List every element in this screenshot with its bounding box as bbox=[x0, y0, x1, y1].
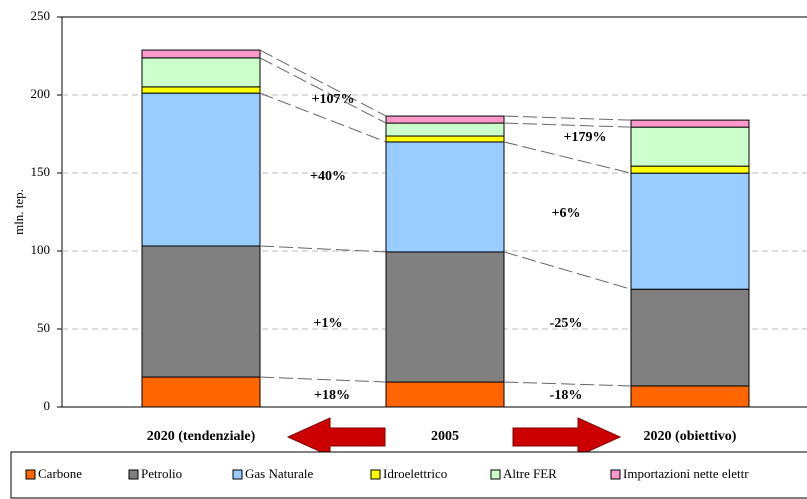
bar-segment bbox=[385, 251, 505, 383]
bar-segment bbox=[630, 126, 750, 167]
bar-segment bbox=[385, 381, 505, 408]
annotation: +18% bbox=[314, 388, 350, 403]
bar-segment bbox=[385, 135, 505, 143]
x-tick-label: 2020 (tendenziale) bbox=[147, 429, 256, 444]
legend-swatch bbox=[232, 469, 243, 480]
connector bbox=[259, 92, 387, 143]
y-axis-label: mln. tep. bbox=[11, 189, 26, 235]
connector bbox=[503, 381, 632, 387]
y-tick-label: 50 bbox=[37, 320, 50, 335]
bar-segment bbox=[141, 57, 261, 88]
bar-segment bbox=[630, 119, 750, 128]
legend-label: Importazioni nette elettr bbox=[623, 466, 749, 481]
legend-label: Altre FER bbox=[503, 466, 557, 481]
connector bbox=[503, 251, 632, 290]
legend-label: Carbone bbox=[38, 466, 82, 481]
bar-segment bbox=[141, 376, 261, 408]
arrow-right bbox=[512, 417, 622, 457]
annotation: +40% bbox=[310, 169, 346, 184]
bar-segment bbox=[141, 92, 261, 247]
bar-segment bbox=[630, 172, 750, 290]
x-tick-label: 2020 (obiettivo) bbox=[644, 429, 737, 444]
connector bbox=[259, 376, 387, 383]
legend-swatch bbox=[25, 469, 36, 480]
legend-label: Petrolio bbox=[141, 466, 182, 481]
bar-segment bbox=[630, 385, 750, 408]
bar-segment bbox=[385, 141, 505, 253]
connector bbox=[259, 245, 387, 253]
legend-label: Idroelettrico bbox=[383, 466, 447, 481]
annotation: +1% bbox=[314, 316, 343, 331]
legend-swatch bbox=[370, 469, 381, 480]
annotation: +107% bbox=[312, 92, 355, 107]
x-tick-label: 2005 bbox=[431, 429, 459, 444]
connector bbox=[503, 141, 632, 174]
legend-swatch bbox=[610, 469, 621, 480]
connector bbox=[259, 57, 387, 124]
y-tick-label: 100 bbox=[31, 242, 51, 257]
connector bbox=[259, 49, 387, 117]
annotation: -18% bbox=[550, 388, 583, 403]
y-tick-label: 250 bbox=[31, 8, 51, 23]
bar-segment bbox=[385, 122, 505, 137]
y-tick-label: 200 bbox=[31, 86, 51, 101]
connector bbox=[503, 115, 632, 121]
legend-swatch bbox=[490, 469, 501, 480]
y-tick-label: 0 bbox=[44, 398, 51, 413]
legend bbox=[10, 451, 807, 499]
bar-segment bbox=[630, 288, 750, 387]
legend-swatch bbox=[128, 469, 139, 480]
bar-segment bbox=[630, 165, 750, 174]
arrow-left bbox=[286, 417, 386, 457]
bar-segment bbox=[141, 86, 261, 94]
bar-segment bbox=[141, 245, 261, 378]
annotation: +6% bbox=[552, 206, 581, 221]
annotation: -25% bbox=[550, 316, 583, 331]
legend-label: Gas Naturale bbox=[245, 466, 313, 481]
bar-segment bbox=[141, 49, 261, 59]
y-tick-label: 150 bbox=[31, 164, 51, 179]
bar-segment bbox=[385, 115, 505, 124]
annotation: +179% bbox=[564, 130, 607, 145]
connector bbox=[503, 122, 632, 128]
